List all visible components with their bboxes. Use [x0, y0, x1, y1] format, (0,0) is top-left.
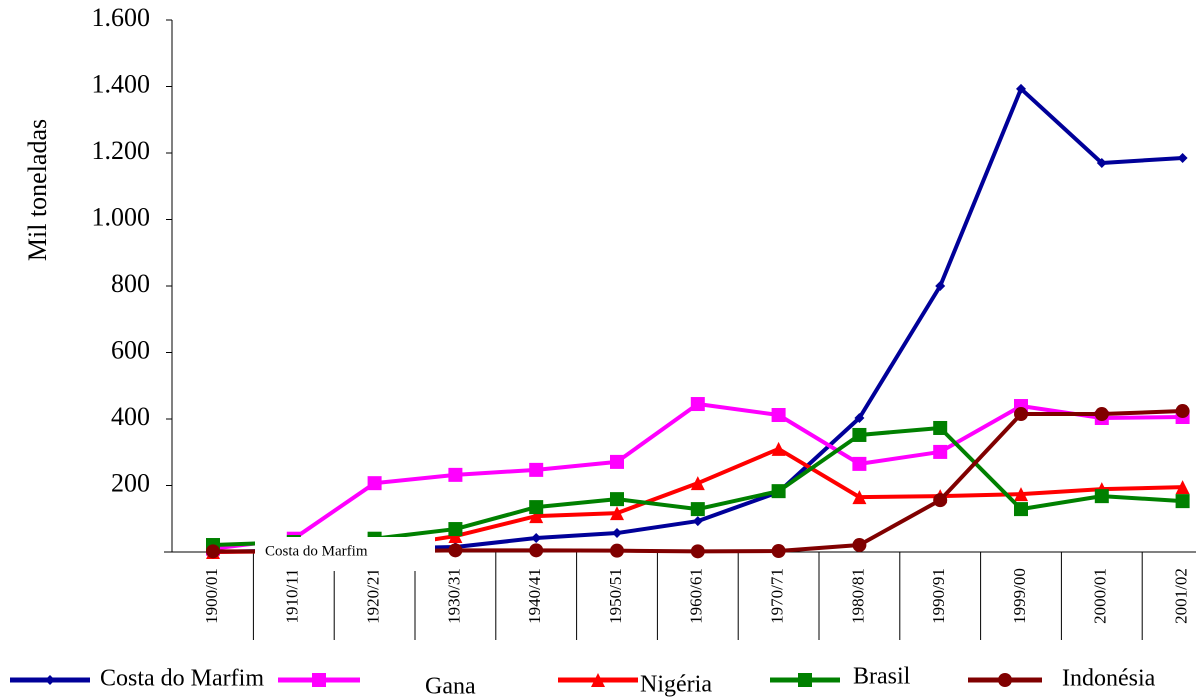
marker	[1175, 404, 1190, 419]
x-tick-label: 1999/00	[1010, 568, 1029, 624]
legend-item: Nigéria	[558, 672, 712, 698]
marker	[206, 544, 220, 559]
series-line	[212, 446, 1183, 554]
marker	[690, 476, 705, 491]
marker	[690, 397, 705, 412]
x-tick-label: 1910/11	[283, 568, 302, 623]
legend-label: Costa do Marfim	[100, 666, 264, 692]
marker	[933, 444, 948, 459]
x-tick-label: 1930/31	[444, 568, 463, 624]
marker	[852, 456, 867, 471]
marker	[1016, 83, 1026, 94]
marker	[529, 543, 544, 558]
y-tick-label: 800	[111, 269, 150, 298]
marker	[935, 281, 946, 291]
y-tick-label: 200	[111, 468, 150, 497]
x-tick-label: 1900/01	[202, 568, 221, 624]
marker	[1177, 152, 1188, 163]
marker	[771, 544, 786, 559]
marker	[45, 675, 55, 685]
marker	[529, 509, 544, 524]
x-tick-label: 2001/02	[1172, 568, 1191, 624]
marker	[367, 476, 382, 491]
legend-label: Brasil	[853, 664, 911, 690]
marker	[798, 673, 812, 687]
y-tick-label: 400	[111, 402, 150, 431]
legend-item: Gana	[278, 673, 476, 699]
marker	[1175, 494, 1190, 509]
marker	[610, 454, 624, 469]
annotation: Costa do Marfim	[265, 543, 368, 559]
marker	[448, 467, 463, 482]
y-tick-label: 1.600	[92, 3, 151, 32]
marker	[531, 533, 542, 544]
x-tick-label: 1920/21	[364, 568, 383, 624]
marker	[612, 528, 622, 539]
marker	[529, 462, 544, 477]
marker	[852, 538, 867, 553]
marker	[933, 493, 948, 508]
marker	[771, 441, 786, 456]
marker	[854, 413, 865, 424]
marker	[852, 427, 867, 442]
marker	[610, 492, 624, 507]
marker	[610, 543, 624, 558]
marker	[771, 484, 786, 499]
marker	[852, 490, 867, 505]
marker	[529, 500, 544, 515]
y-tick-label: 1.000	[92, 202, 151, 231]
marker	[1014, 487, 1028, 502]
x-tick-label: 2000/01	[1091, 568, 1110, 624]
y-tick-label: 1.400	[92, 69, 151, 98]
x-tick-label: 1970/71	[768, 568, 787, 624]
legend-item: Indonésia	[968, 666, 1156, 692]
x-tick-label: 1940/41	[525, 568, 544, 624]
legend-label: Nigéria	[640, 672, 712, 698]
y-tick-label: 600	[111, 335, 150, 364]
y-axis-title: Mil toneladas	[23, 119, 52, 261]
marker	[1096, 157, 1107, 168]
x-tick-label: 1980/81	[848, 568, 867, 624]
marker	[312, 673, 326, 687]
legend-item: Brasil	[770, 664, 911, 690]
annotation-box	[255, 537, 435, 571]
x-tick-label: 1950/51	[606, 568, 625, 624]
marker	[448, 522, 463, 537]
marker	[591, 673, 605, 687]
marker	[1175, 480, 1190, 495]
marker	[610, 506, 624, 521]
x-tick-label: 1960/61	[687, 568, 706, 624]
marker	[1014, 407, 1028, 422]
x-tick-label: 1990/91	[929, 568, 948, 624]
marker	[1014, 502, 1028, 517]
legend-item: Costa do Marfim	[10, 666, 264, 692]
y-tick-label: 1.200	[92, 136, 151, 165]
marker	[1094, 407, 1109, 422]
legend-label: Indonésia	[1062, 666, 1156, 692]
marker	[998, 673, 1012, 687]
marker	[771, 408, 786, 423]
legend-label: Gana	[425, 674, 476, 699]
marker	[692, 516, 703, 527]
marker	[1094, 489, 1109, 504]
marker	[448, 543, 463, 558]
marker	[933, 420, 948, 435]
marker	[690, 502, 705, 517]
marker	[690, 544, 705, 559]
